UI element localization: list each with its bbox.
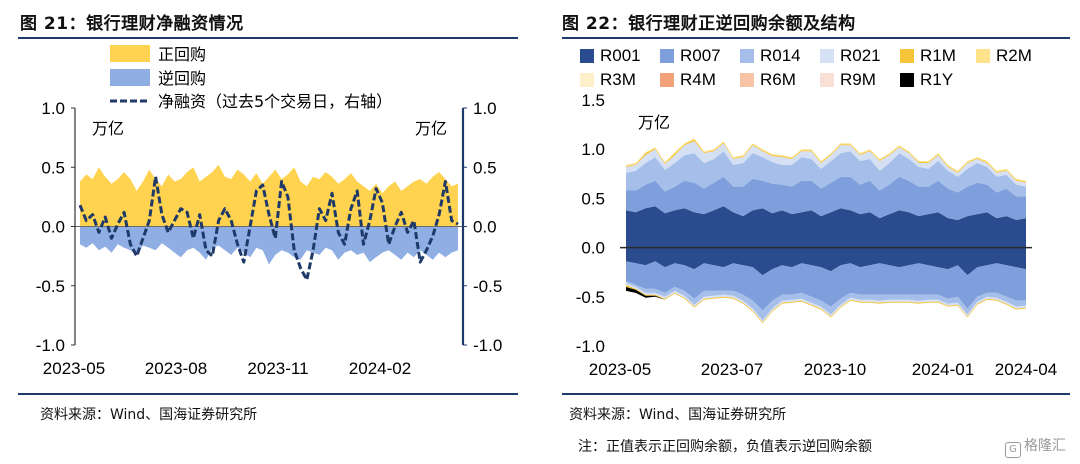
right-note: 注：正值表示正回购余额，负值表示逆回购余额: [578, 439, 872, 455]
bottom-rule: [562, 393, 1070, 395]
legend-swatch-r4m: [660, 73, 674, 87]
legend-swatch-r9m: [820, 73, 834, 87]
left-y-tick-label: -1.0: [36, 336, 65, 355]
right-y-unit: 万亿: [415, 119, 447, 138]
legend-swatch-r1y: [900, 73, 914, 87]
legend-label-net: 净融资（过去5个交易日，右轴）: [158, 92, 392, 111]
legend-swatch-reverse: [110, 69, 150, 86]
watermark: G 格隆汇: [1005, 435, 1066, 458]
right-source: 资料来源：Wind、国海证券研究所: [569, 407, 787, 423]
net-financing-line: [78, 175, 459, 282]
negative-area-r014: [626, 281, 1026, 321]
legend-swatch-r001: [580, 49, 594, 63]
legend-swatch-r2m: [976, 49, 990, 63]
negative-area-r001: [626, 247, 1026, 276]
y-tick-label: 0.5: [581, 189, 605, 208]
y-tick-label: 1.0: [581, 140, 605, 159]
reverse-repo-area: [80, 226, 458, 265]
x-tick-label: 2023-08: [145, 359, 207, 378]
legend-label-r2m: R2M: [996, 46, 1032, 65]
bottom-rule: [18, 393, 518, 395]
figure-22-title: 图 22：银行理财正逆回购余额及结构: [562, 14, 856, 34]
legend-swatch-repo: [110, 45, 150, 62]
x-tick-label: 2023-05: [43, 359, 105, 378]
legend-label-r007: R007: [680, 46, 721, 65]
y-tick-label: 0.0: [581, 239, 605, 258]
y-tick-label: -1.0: [576, 337, 605, 356]
x-tick-label: 2023-10: [804, 360, 866, 379]
legend-swatch-r014: [740, 49, 754, 63]
right-y-tick-label: 0.5: [473, 158, 497, 177]
legend-label-r4m: R4M: [680, 70, 716, 89]
legend-swatch-r021: [820, 49, 834, 63]
net-financing-chart: 1.0 0.5 0.0 -0.5 -1.0 1.0 0.5 0.0 -0.5 -1.0 万亿 万亿 20…: [36, 45, 502, 378]
watermark-logo-icon: G: [1005, 442, 1021, 458]
positive-area-r014: [626, 151, 1026, 197]
legend-label-reverse: 逆回购: [158, 69, 206, 88]
left-y-unit: 万亿: [92, 119, 124, 138]
y-tick-label: -0.5: [576, 288, 605, 307]
legend-label-r1m: R1M: [920, 46, 956, 65]
left-y-tick-label: 1.0: [41, 99, 65, 118]
legend-label-r3m: R3M: [600, 70, 636, 89]
right-y-tick-label: 0.0: [473, 218, 497, 237]
repo-area: [80, 164, 458, 227]
legend-label-r014: R014: [760, 46, 801, 65]
x-tick-label: 2024-02: [349, 359, 411, 378]
left-figure: 图 21：银行理财净融资情况 1.0 0.5 0.0 -0.5 -1.0 1.0 0.5 0.…: [18, 14, 518, 423]
right-figure: 图 22：银行理财正逆回购余额及结构 1.5 1.0 0.5 0.0 -0.5 -1.0 万…: [540, 0, 1080, 464]
top-rule: [562, 37, 1070, 39]
figure-21-title: 图 21：银行理财净融资情况: [20, 14, 244, 34]
left-y-tick-label: 0.0: [41, 218, 65, 237]
left-y-tick-label: -0.5: [36, 277, 65, 296]
legend-label-r9m: R9M: [840, 70, 876, 89]
legend-swatch-r6m: [740, 73, 754, 87]
x-tick-label: 2023-05: [589, 360, 651, 379]
repo-balance-chart: 1.5 1.0 0.5 0.0 -0.5 -1.0 万亿 2023-05 2023-07 2023…: [576, 46, 1057, 379]
legend-swatch-r3m: [580, 73, 594, 87]
positive-area-r021: [626, 141, 1026, 187]
legend-label-repo: 正回购: [158, 45, 206, 64]
legend-swatch-r1m: [900, 49, 914, 63]
legend-label-r001: R001: [600, 46, 641, 65]
x-tick-label: 2024-04: [995, 360, 1057, 379]
positive-area-r001: [626, 206, 1026, 248]
top-rule: [18, 37, 518, 39]
legend-swatch-r007: [660, 49, 674, 63]
left-source: 资料来源：Wind、国海证券研究所: [40, 407, 258, 423]
legend-label-r6m: R6M: [760, 70, 796, 89]
y-tick-label: 1.5: [581, 91, 605, 110]
right-y-tick-label: -1.0: [473, 336, 502, 355]
x-tick-label: 2024-01: [912, 360, 974, 379]
watermark-text: 格隆汇: [1024, 438, 1066, 454]
y-unit: 万亿: [638, 113, 670, 132]
legend-label-r1y: R1Y: [920, 70, 953, 89]
positive-area-r007: [626, 176, 1026, 220]
x-tick-label: 2023-11: [247, 359, 308, 378]
right-y-tick-label: -0.5: [473, 277, 502, 296]
legend-label-r021: R021: [840, 46, 881, 65]
left-y-tick-label: 0.5: [41, 158, 65, 177]
right-y-tick-label: 1.0: [473, 99, 497, 118]
x-tick-label: 2023-07: [701, 360, 763, 379]
negative-area-r007: [626, 261, 1026, 311]
